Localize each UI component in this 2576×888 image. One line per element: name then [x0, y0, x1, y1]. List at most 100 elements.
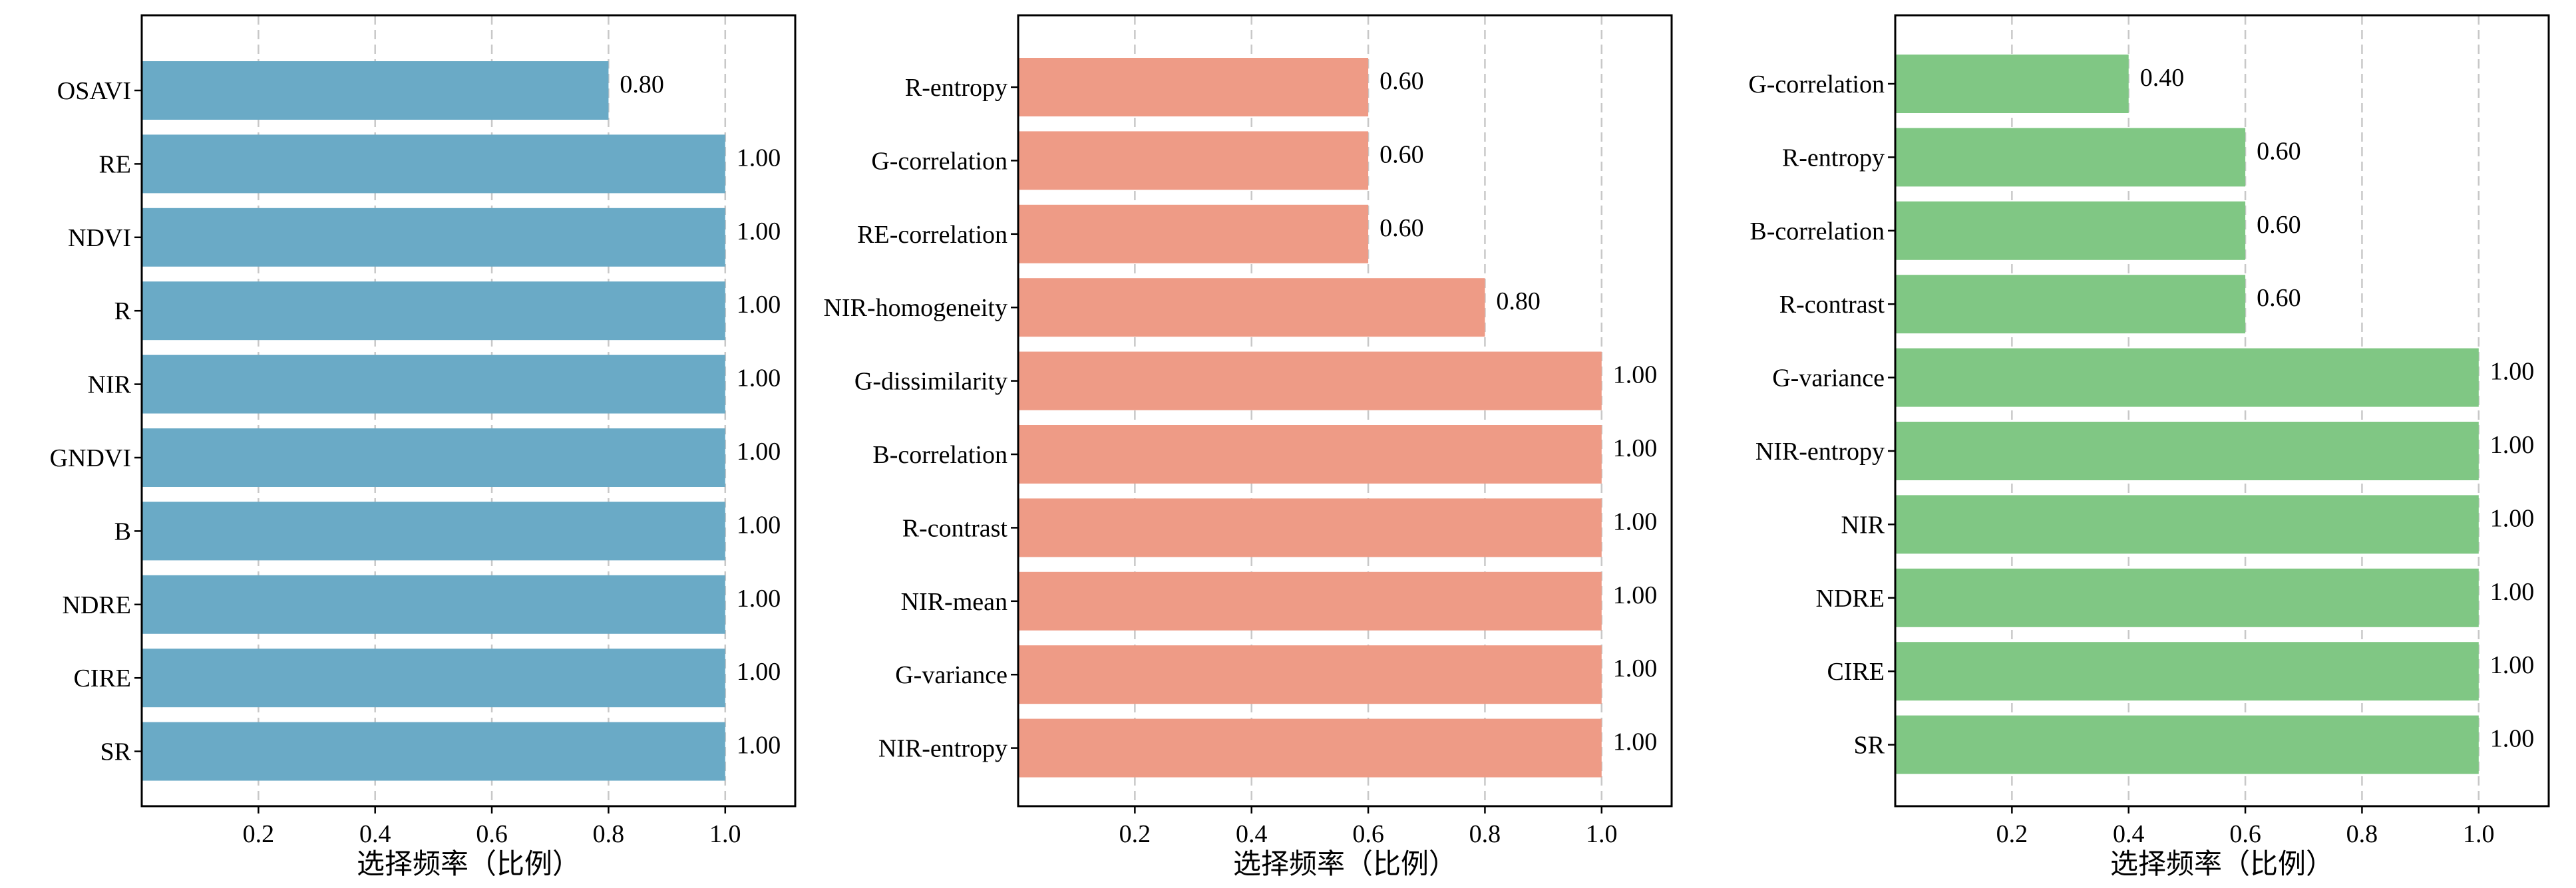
bar-b [142, 502, 725, 561]
value-label: 1.00 [737, 511, 781, 539]
x-axis-label: 选择频率（比例） [357, 849, 580, 880]
category-label: SR [100, 738, 132, 766]
bar-r [142, 281, 725, 341]
value-label: 1.00 [1613, 728, 1658, 756]
category-label: R-entropy [905, 74, 1008, 102]
bar-nir-entropy [1018, 718, 1602, 778]
x-tick-label: 0.2 [1119, 820, 1151, 848]
value-label: 1.00 [737, 291, 781, 319]
bar-g-variance [1895, 348, 2479, 407]
category-label: NIR-homogeneity [823, 294, 1008, 322]
category-label: NIR-entropy [878, 735, 1008, 763]
bar-nir [1895, 495, 2479, 554]
chart-panel-2: 0.2 0.4 0.6 0.8 1.0 R-entropy 0.60 G-correlatio… [823, 14, 1673, 880]
category-label: CIRE [73, 665, 131, 692]
bar-g-dissimilarity [1018, 351, 1602, 410]
value-label: 1.00 [2490, 358, 2535, 386]
value-label: 1.00 [1613, 508, 1658, 535]
x-axis-label: 选择频率（比例） [2110, 849, 2334, 880]
value-label: 1.00 [737, 365, 781, 392]
bar-g-variance [1018, 645, 1602, 704]
bar-r-contrast [1895, 275, 2246, 334]
value-label: 0.60 [1380, 214, 1424, 242]
bar-gndvi [142, 428, 725, 487]
category-label: NDVI [68, 224, 131, 252]
bar-re-correlation [1018, 204, 1369, 263]
value-label: 1.00 [737, 658, 781, 686]
chart-panel-1: 0.2 0.4 0.6 0.8 1.0 OSAVI 0.80 RE 1.00 NDVI 1.00 R 1… [50, 14, 797, 880]
category-label: SR [1854, 732, 1885, 760]
category-label: B [114, 518, 131, 545]
x-tick-label: 0.6 [2229, 820, 2261, 848]
category-label: NIR-entropy [1755, 438, 1885, 466]
category-label: RE-correlation [857, 221, 1008, 249]
bar-b-correlation [1018, 425, 1602, 484]
x-tick-label: 1.0 [1586, 820, 1618, 848]
category-label: NDRE [63, 591, 131, 619]
x-tick-label: 0.4 [1236, 820, 1268, 848]
value-label: 1.00 [737, 144, 781, 172]
x-axis-label: 选择频率（比例） [1233, 849, 1457, 880]
value-label: 0.60 [2257, 137, 2301, 165]
axes-frame [1017, 14, 1673, 808]
value-label: 1.00 [737, 218, 781, 245]
bar-nir-homogeneity [1018, 278, 1485, 337]
bar-cire [142, 649, 725, 708]
category-label: R [114, 297, 132, 325]
value-label: 1.00 [2490, 504, 2535, 532]
bar-ndre [1895, 568, 2479, 627]
bar-b-correlation [1895, 201, 2246, 260]
value-label: 0.60 [2257, 211, 2301, 239]
x-tick-label: 0.8 [2346, 820, 2378, 848]
value-label: 0.40 [2140, 64, 2185, 92]
bar-nir [142, 355, 725, 414]
value-label: 1.00 [2490, 651, 2535, 679]
x-tick-label: 0.4 [359, 820, 391, 848]
x-tick-label: 0.6 [1352, 820, 1384, 848]
value-label: 1.00 [2490, 725, 2535, 753]
x-tick-label: 1.0 [709, 820, 741, 848]
category-label: G-variance [1772, 365, 1885, 392]
value-label: 0.80 [1496, 287, 1541, 315]
axes-frame [1894, 14, 2550, 808]
bar-ndre [142, 575, 725, 634]
value-label: 1.00 [737, 585, 781, 613]
value-label: 0.60 [1380, 67, 1424, 95]
bar-ndvi [142, 208, 725, 267]
category-label: R-entropy [1782, 144, 1885, 172]
bar-r-entropy [1018, 58, 1369, 116]
bar-r-contrast [1018, 498, 1602, 557]
value-label: 1.00 [1613, 361, 1658, 389]
category-label: NIR [88, 371, 132, 399]
bar-sr [142, 722, 725, 781]
category-label: NIR-mean [901, 588, 1008, 616]
bar-nir-entropy [1895, 422, 2479, 480]
category-label: OSAVI [57, 77, 131, 105]
x-tick-label: 0.8 [1469, 820, 1501, 848]
category-label: R-contrast [902, 514, 1008, 542]
bar-sr [1895, 715, 2479, 774]
category-label: RE [98, 150, 131, 178]
category-label: G-variance [895, 661, 1008, 689]
value-label: 1.00 [2490, 431, 2535, 459]
category-label: NIR [1841, 511, 1885, 539]
bar-cire [1895, 642, 2479, 701]
bar-nir-mean [1018, 571, 1602, 631]
value-label: 1.00 [737, 438, 781, 466]
value-label: 1.00 [2490, 578, 2535, 606]
category-label: GNDVI [50, 444, 131, 472]
chart-panel-3: 0.2 0.4 0.6 0.8 1.0 G-correlation 0.40 R-entrop… [1748, 14, 2550, 880]
value-label: 0.60 [2257, 284, 2301, 312]
bar-osavi [142, 61, 609, 120]
x-tick-label: 0.6 [476, 820, 508, 848]
category-label: B-correlation [1749, 218, 1885, 245]
value-label: 1.00 [1613, 655, 1658, 682]
category-label: G-correlation [1748, 71, 1885, 98]
category-label: NDRE [1816, 585, 1885, 613]
value-label: 1.00 [1613, 434, 1658, 462]
value-label: 0.80 [620, 71, 664, 98]
category-label: CIRE [1827, 658, 1885, 686]
bar-re [142, 134, 725, 194]
bar-r-entropy [1895, 128, 2246, 187]
